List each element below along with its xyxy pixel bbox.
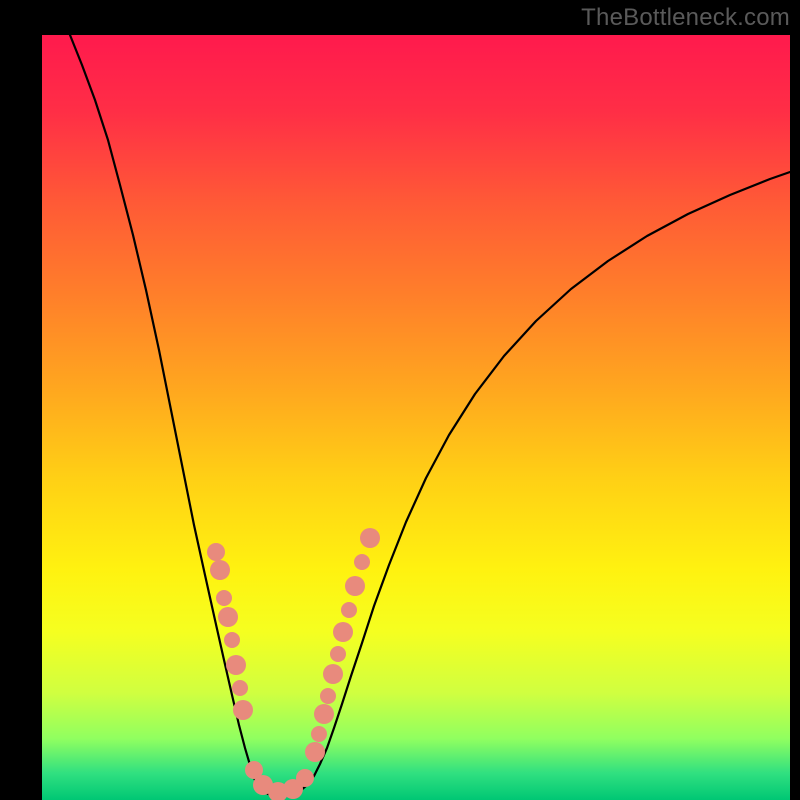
chart-canvas bbox=[0, 0, 800, 800]
data-point-right bbox=[360, 528, 380, 548]
data-point-left bbox=[224, 632, 240, 648]
plot-background bbox=[42, 35, 790, 800]
data-point-left bbox=[218, 607, 238, 627]
data-point-left bbox=[226, 655, 246, 675]
data-point-bottom bbox=[296, 769, 314, 787]
data-point-left bbox=[232, 680, 248, 696]
data-point-right bbox=[345, 576, 365, 596]
data-point-right bbox=[330, 646, 346, 662]
data-point-left bbox=[216, 590, 232, 606]
data-point-right bbox=[320, 688, 336, 704]
data-point-right bbox=[341, 602, 357, 618]
data-point-right bbox=[333, 622, 353, 642]
data-point-left bbox=[210, 560, 230, 580]
data-point-right bbox=[305, 742, 325, 762]
data-point-right bbox=[314, 704, 334, 724]
data-point-left bbox=[233, 700, 253, 720]
data-point-right bbox=[311, 726, 327, 742]
data-point-right bbox=[323, 664, 343, 684]
data-point-left bbox=[207, 543, 225, 561]
figure-container: TheBottleneck.com bbox=[0, 0, 800, 800]
data-point-right bbox=[354, 554, 370, 570]
watermark-text: TheBottleneck.com bbox=[581, 4, 790, 32]
